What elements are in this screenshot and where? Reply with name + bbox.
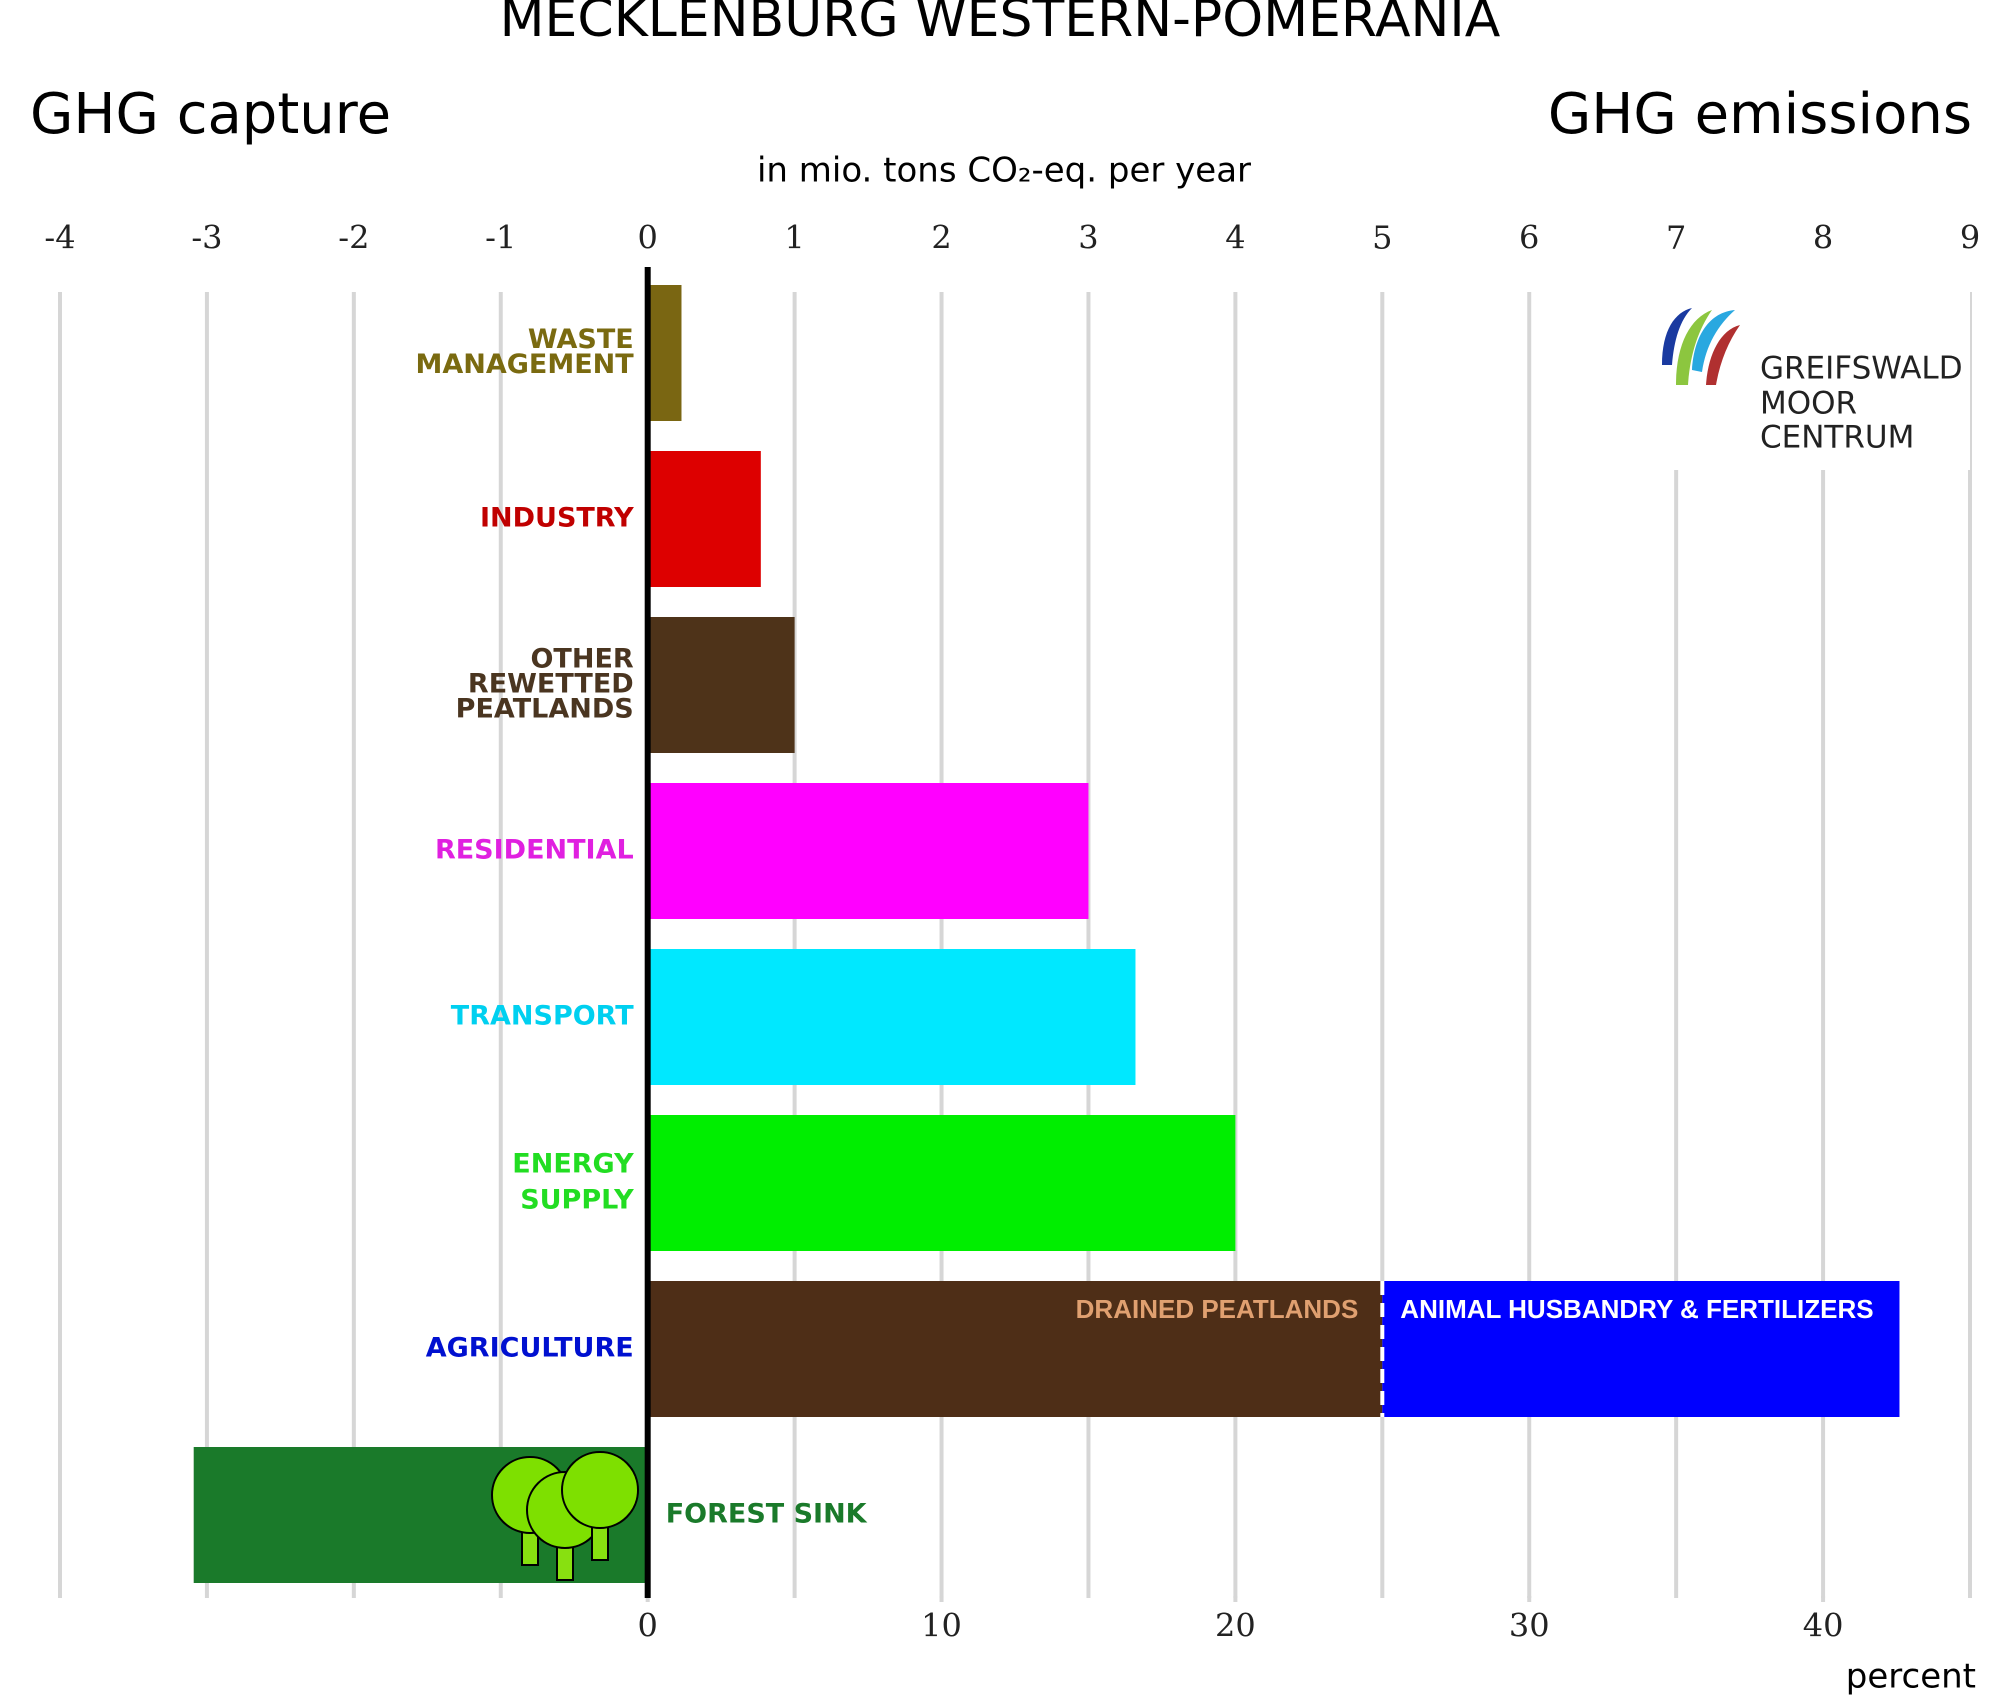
category-label: FOREST SINK (666, 1499, 868, 1530)
x-tick-label: 8 (1813, 219, 1833, 257)
category-label: MANAGEMENT (415, 349, 634, 380)
segment-label: DRAINED PEATLANDS (1076, 1294, 1359, 1324)
category-label: INDUSTRY (480, 503, 634, 534)
x2-tick-label: 0 (638, 1607, 658, 1645)
bar-segment (647, 1115, 1236, 1251)
x-tick-label: 0 (638, 219, 658, 257)
category-label: REWETTED (468, 669, 634, 700)
logo-stripe (1676, 310, 1712, 385)
category-label: WASTE (528, 324, 634, 355)
tree-crown (561, 1451, 639, 1529)
x2-tick-label: 10 (921, 1607, 962, 1645)
category-label: PEATLANDS (456, 694, 634, 725)
bar-segment (647, 949, 1136, 1085)
x-tick-label: 7 (1666, 219, 1686, 257)
x-tick-label: 4 (1225, 219, 1245, 257)
bar-segment (647, 1281, 1383, 1417)
x-tick-label: 2 (931, 219, 951, 257)
category-label: RESIDENTIAL (435, 835, 634, 866)
logo-mark (1662, 308, 1740, 385)
category-label: OTHER (530, 644, 633, 675)
x2-tick-label: 20 (1215, 1607, 1256, 1645)
x-tick-label: -4 (44, 219, 75, 257)
left-heading: GHG capture (30, 82, 391, 147)
x-tick-label: 9 (1960, 219, 1980, 257)
bar-segment (647, 783, 1089, 919)
logo-text: CENTRUM (1760, 420, 1914, 456)
right-heading: GHG emissions (1548, 82, 1972, 147)
category-label: SUPPLY (520, 1185, 634, 1216)
logo-backdrop (1640, 290, 1970, 470)
logo-stripe (1692, 310, 1735, 372)
x-tick-label: 3 (1078, 219, 1098, 257)
logo-text: GREIFSWALD (1760, 351, 1963, 387)
bar-segment (1382, 1281, 1900, 1417)
x-tick-label: 1 (784, 219, 804, 257)
category-label: AGRICULTURE (426, 1333, 634, 1364)
chart-title: MECKLENBURG WESTERN-POMERANIA (500, 0, 1501, 49)
logo-text: MOOR (1760, 386, 1857, 422)
category-label: ENERGY (512, 1149, 634, 1180)
category-label: TRANSPORT (451, 1001, 634, 1032)
segment-label: ANIMAL HUSBANDRY & FERTILIZERS (1400, 1294, 1873, 1324)
bar-segment (647, 285, 682, 421)
x2-tick-label: 40 (1803, 1607, 1844, 1645)
bar-segment (647, 451, 761, 587)
bar-segment (647, 617, 795, 753)
logo-stripe (1662, 308, 1692, 365)
x-tick-label: 6 (1519, 219, 1539, 257)
x-tick-label: -2 (338, 219, 369, 257)
x2-tick-label: 30 (1509, 1607, 1550, 1645)
x-tick-label: -1 (485, 219, 516, 257)
logo-stripe (1706, 325, 1740, 385)
x2-axis-label: percent (1846, 1657, 1976, 1697)
x-tick-label: -3 (191, 219, 222, 257)
axis-subtitle: in mio. tons CO₂-eq. per year (757, 151, 1251, 191)
x-tick-label: 5 (1372, 219, 1392, 257)
